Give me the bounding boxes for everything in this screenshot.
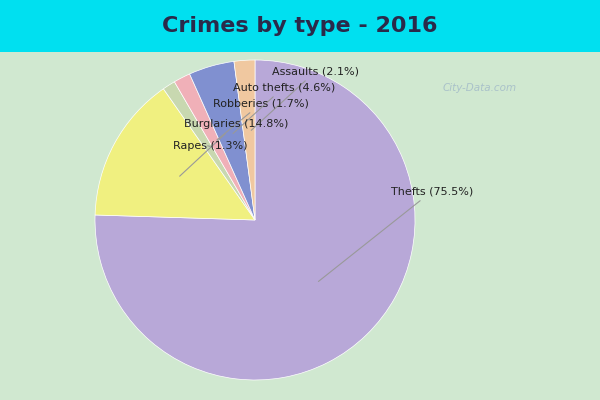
Text: Rapes (1.3%): Rapes (1.3%) xyxy=(173,141,247,151)
Wedge shape xyxy=(190,61,255,220)
Text: Burglaries (14.8%): Burglaries (14.8%) xyxy=(179,119,288,176)
Wedge shape xyxy=(234,60,255,220)
Text: Assaults (2.1%): Assaults (2.1%) xyxy=(251,66,359,130)
Text: City-Data.com: City-Data.com xyxy=(443,83,517,93)
Text: Thefts (75.5%): Thefts (75.5%) xyxy=(319,186,473,282)
Wedge shape xyxy=(95,60,415,380)
Text: Auto thefts (4.6%): Auto thefts (4.6%) xyxy=(233,82,335,134)
Text: Robberies (1.7%): Robberies (1.7%) xyxy=(214,98,310,140)
Wedge shape xyxy=(95,89,255,220)
Text: Crimes by type - 2016: Crimes by type - 2016 xyxy=(162,16,438,36)
Wedge shape xyxy=(163,82,255,220)
Wedge shape xyxy=(175,74,255,220)
